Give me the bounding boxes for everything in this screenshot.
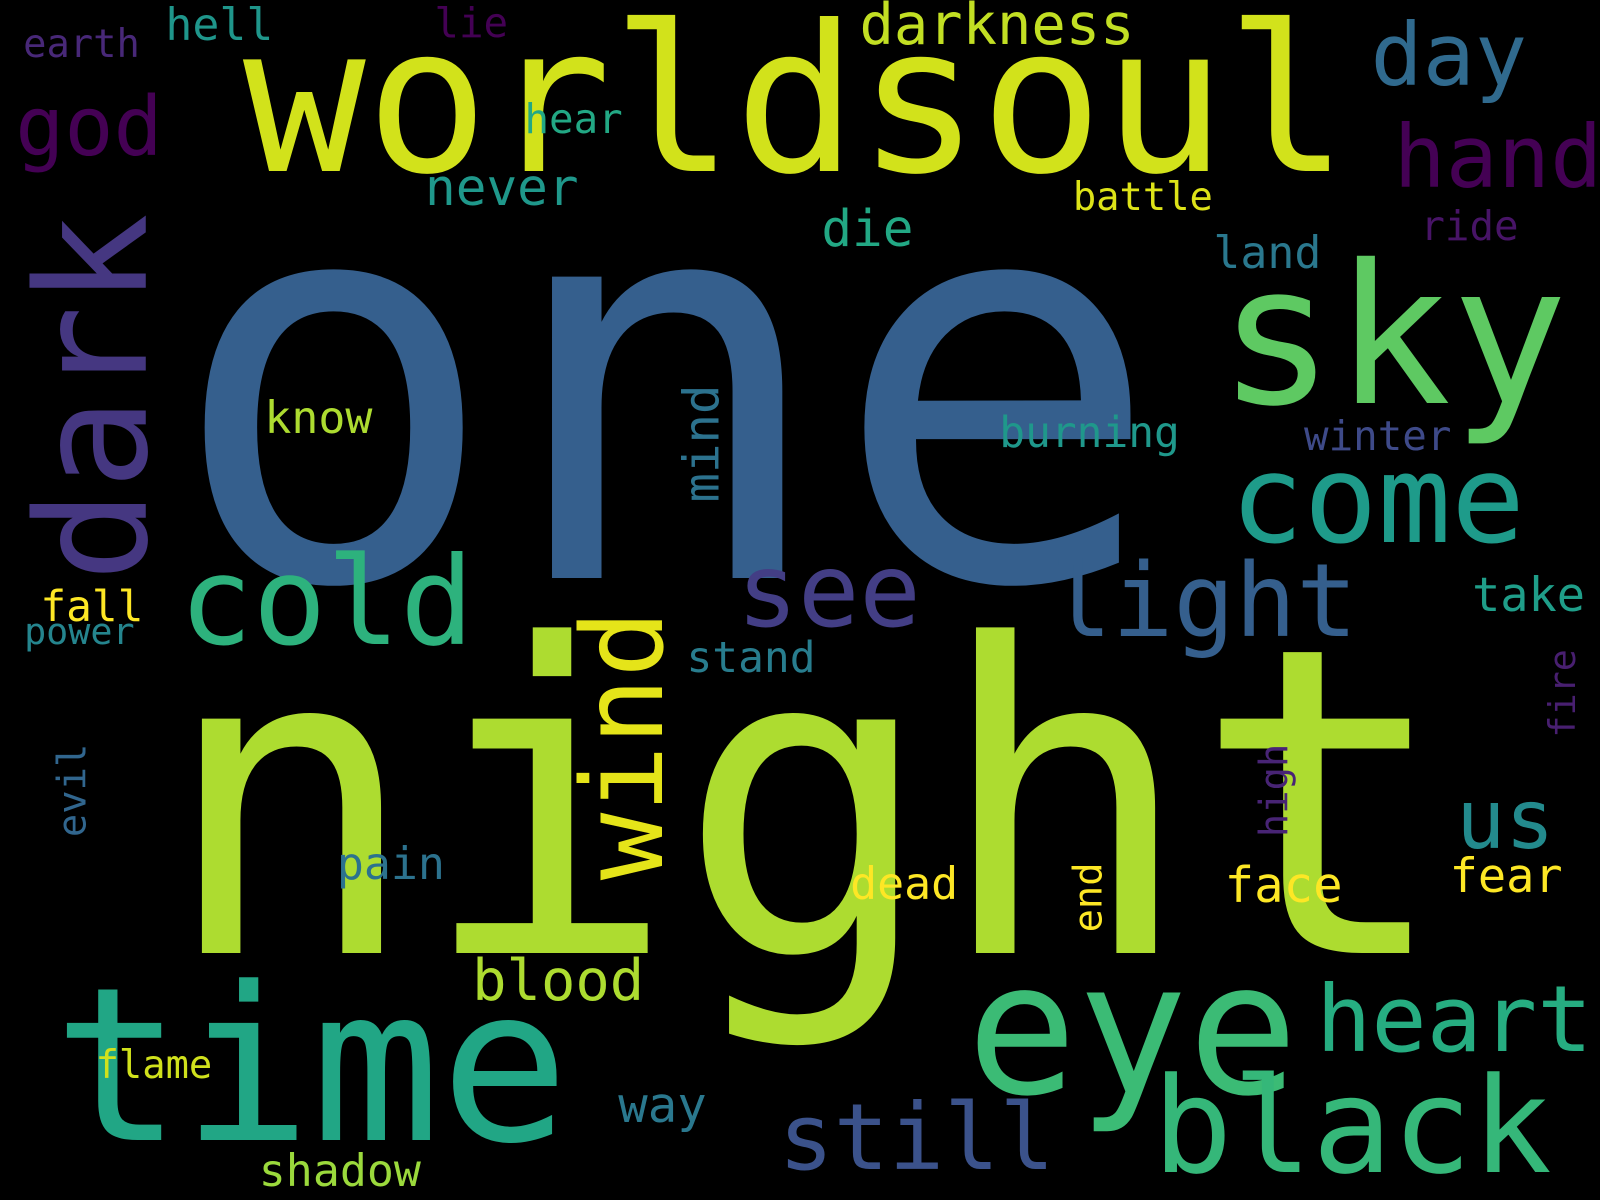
word-burning: burning xyxy=(999,408,1180,459)
word-winter: winter xyxy=(1304,412,1452,461)
word-way: way xyxy=(618,1076,707,1134)
word-blood: blood xyxy=(472,948,645,1015)
word-hell: hell xyxy=(165,0,274,51)
word-time: time xyxy=(53,941,570,1192)
word-day: day xyxy=(1370,4,1528,106)
word-pain: pain xyxy=(336,836,445,890)
word-stand: stand xyxy=(686,632,816,683)
word-hand: hand xyxy=(1393,106,1600,208)
word-dead: dead xyxy=(850,857,959,911)
word-god: god xyxy=(15,79,163,175)
word-fear: fear xyxy=(1449,849,1563,905)
word-mind: mind xyxy=(673,384,731,503)
word-cold: cold xyxy=(179,530,474,674)
word-face: face xyxy=(1224,857,1343,915)
word-never: never xyxy=(425,159,579,219)
word-battle: battle xyxy=(1072,175,1213,221)
word-earth: earth xyxy=(23,22,140,68)
word-sky: sky xyxy=(1217,222,1568,449)
word-flame: flame xyxy=(95,1042,213,1088)
word-take: take xyxy=(1472,568,1586,624)
word-us: us xyxy=(1456,773,1555,869)
word-come: come xyxy=(1230,428,1525,571)
word-light: light xyxy=(1050,542,1358,662)
word-dark: dark xyxy=(5,213,184,583)
word-evil: evil xyxy=(50,744,96,838)
word-heart: heart xyxy=(1316,966,1593,1074)
word-lie: lie xyxy=(434,0,509,47)
word-worldsoul: worldsoul xyxy=(242,0,1349,221)
word-power: power xyxy=(24,610,135,654)
word-eye: eye xyxy=(966,923,1299,1137)
word-high: high xyxy=(1252,744,1298,838)
word-still: still xyxy=(778,1083,1055,1191)
word-black: black xyxy=(1152,1050,1552,1200)
word-see: see xyxy=(736,531,921,651)
word-darkness: darkness xyxy=(859,0,1135,59)
word-land: land xyxy=(1213,225,1322,279)
word-hear: hear xyxy=(524,94,623,143)
word-know: know xyxy=(264,390,373,444)
word-one: one xyxy=(167,67,1164,709)
word-fall: fall xyxy=(40,581,144,632)
word-ride: ride xyxy=(1420,202,1519,251)
word-shadow: shadow xyxy=(258,1143,421,1197)
word-fire: fire xyxy=(1541,649,1585,738)
word-end: end xyxy=(1066,862,1112,933)
word-wind: wind xyxy=(559,609,690,881)
word-die: die xyxy=(821,200,914,260)
word-night: night xyxy=(161,555,1452,1055)
